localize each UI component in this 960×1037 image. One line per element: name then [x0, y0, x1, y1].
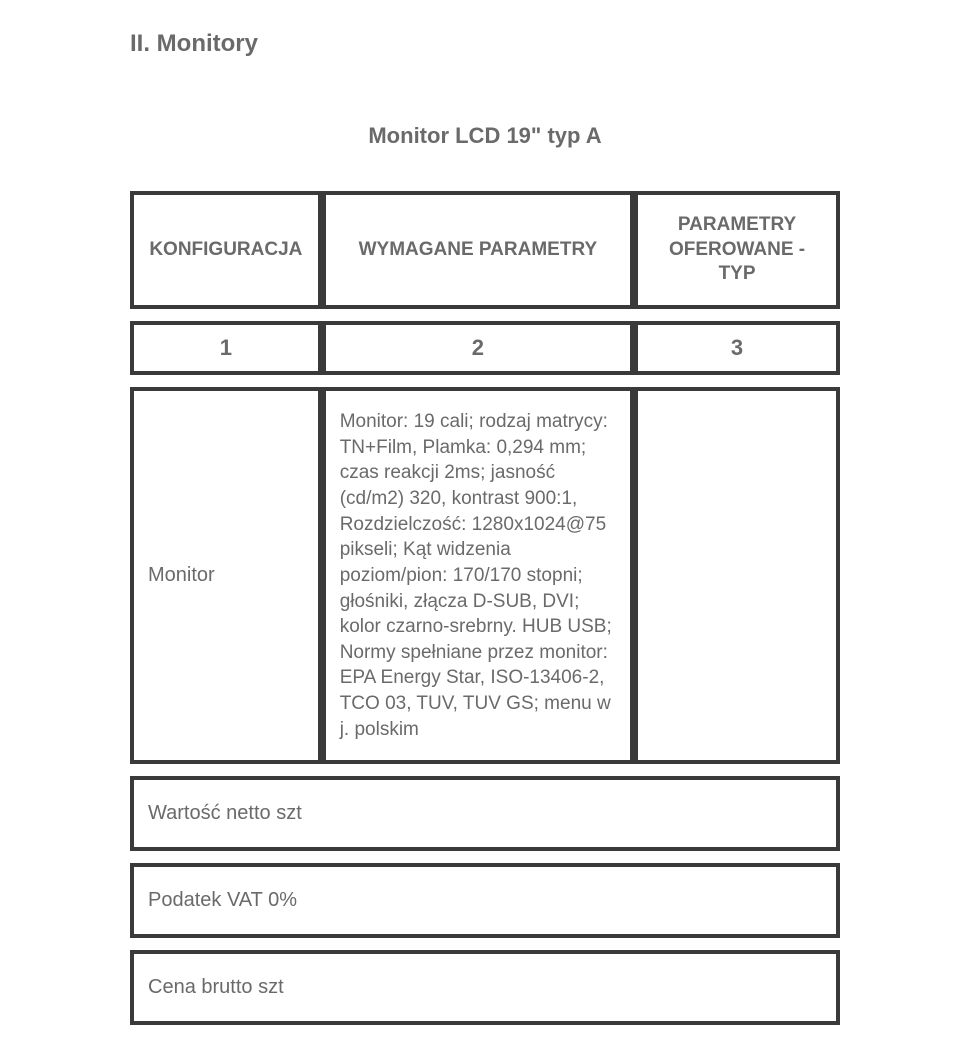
table-footer-row: Cena brutto szt	[130, 950, 840, 1025]
table-header-row: KONFIGURACJA WYMAGANE PARAMETRY PARAMETR…	[130, 191, 840, 309]
col-num-1: 1	[130, 321, 322, 375]
col-header-konfiguracja: KONFIGURACJA	[130, 191, 322, 309]
table-footer-row: Wartość netto szt	[130, 776, 840, 851]
footer-vat: Podatek VAT 0%	[130, 863, 840, 938]
spec-label: Monitor	[130, 387, 322, 764]
spec-table: KONFIGURACJA WYMAGANE PARAMETRY PARAMETR…	[130, 179, 840, 1037]
page-title: II. Monitory	[130, 30, 840, 58]
col-num-2: 2	[322, 321, 634, 375]
page-subtitle: Monitor LCD 19" typ A	[368, 123, 601, 149]
col-num-3: 3	[634, 321, 840, 375]
table-footer-row: Podatek VAT 0%	[130, 863, 840, 938]
spec-description: Monitor: 19 cali; rodzaj matrycy: TN+Fil…	[340, 409, 616, 742]
col-header-oferowane: PARAMETRY OFEROWANE - TYP	[634, 191, 840, 309]
footer-netto: Wartość netto szt	[130, 776, 840, 851]
spec-offered	[634, 387, 840, 764]
footer-brutto: Cena brutto szt	[130, 950, 840, 1025]
col-header-wymagane: WYMAGANE PARAMETRY	[322, 191, 634, 309]
table-spec-row: Monitor Monitor: 19 cali; rodzaj matrycy…	[130, 387, 840, 764]
table-number-row: 1 2 3	[130, 321, 840, 375]
